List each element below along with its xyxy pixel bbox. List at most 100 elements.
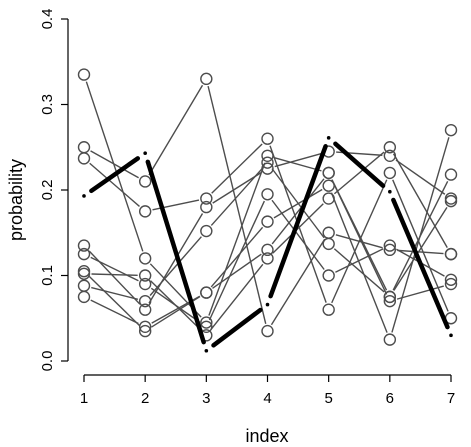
x-tick-label: 6 [386, 390, 394, 407]
series-segment [331, 179, 388, 304]
x-tick-label: 4 [263, 390, 271, 407]
data-point [261, 188, 274, 201]
series-segment [208, 200, 265, 321]
highlight-layer [82, 136, 453, 353]
data-point [444, 192, 458, 205]
data-point [200, 200, 213, 214]
data-point [383, 239, 397, 252]
series-segment [210, 226, 264, 288]
series-segment [207, 85, 267, 324]
highlight-series [82, 136, 453, 353]
series-1 [77, 68, 458, 329]
x-axis-title: index [245, 426, 288, 446]
series-segment [397, 249, 444, 255]
series-segment [91, 273, 138, 276]
series-segment [393, 207, 448, 291]
series-segment [210, 167, 264, 226]
highlight-point [388, 189, 392, 194]
series-segment [148, 84, 204, 176]
series-segment [150, 280, 202, 331]
y-axis-title: probability [6, 159, 26, 241]
highlight-point [449, 333, 453, 338]
x-tick-label: 2 [141, 390, 149, 407]
series-2 [77, 72, 458, 338]
data-point [383, 243, 397, 257]
series-segment [88, 250, 141, 305]
data-point [444, 247, 458, 261]
data-point [200, 192, 213, 205]
x-tick-label: 3 [202, 390, 210, 407]
data-point [200, 316, 213, 329]
series-segment [90, 150, 139, 179]
data-point [138, 205, 152, 218]
data-point [322, 166, 335, 180]
plot-area [77, 68, 458, 353]
highlight-segment [211, 307, 263, 348]
data-point [444, 277, 458, 291]
highlight-point [265, 302, 270, 307]
series-segment [335, 248, 384, 273]
x-tick-label: 7 [447, 390, 455, 407]
data-point [138, 320, 152, 333]
series-segment [274, 157, 322, 172]
series-segment [210, 263, 264, 330]
series-segment [212, 253, 262, 289]
highlight-segment [391, 197, 450, 330]
data-point [444, 194, 458, 208]
series-segment [90, 299, 139, 325]
data-point [138, 175, 152, 188]
highlight-point [143, 151, 147, 156]
data-point [138, 277, 152, 291]
data-point [138, 303, 152, 316]
x-tick-label: 5 [324, 390, 332, 407]
data-point [77, 265, 91, 278]
y-tick-label: 0.2 [39, 180, 56, 201]
series-segment [270, 238, 326, 326]
data-point [77, 141, 91, 154]
x-tick-label: 1 [80, 390, 88, 407]
series-segment [149, 236, 202, 296]
series-segment [88, 275, 141, 327]
data-point [261, 132, 274, 145]
series-segment [274, 152, 322, 168]
data-point [322, 192, 335, 205]
data-point [261, 215, 274, 228]
series-segment [271, 199, 325, 270]
series-segment [392, 179, 449, 312]
series-segment [271, 178, 325, 245]
series-segment [395, 159, 446, 195]
highlight-segment [145, 159, 206, 345]
series-segment [211, 143, 263, 194]
data-point [200, 286, 213, 299]
highlight-point [326, 136, 331, 140]
data-point [77, 247, 91, 261]
data-point [383, 290, 397, 304]
series-segment [212, 172, 262, 204]
data-point [138, 269, 152, 282]
data-point [261, 252, 274, 265]
data-point [200, 72, 213, 86]
data-point [77, 290, 91, 304]
highlight-point [204, 348, 209, 353]
highlight-segment [333, 141, 386, 189]
series-segment [331, 179, 388, 291]
data-point [444, 168, 458, 181]
series-segment [208, 162, 266, 316]
series-segment [91, 286, 139, 300]
data-point [77, 68, 91, 81]
data-point [444, 273, 458, 286]
data-point [261, 156, 274, 169]
data-point [322, 303, 335, 316]
series-segment [90, 256, 139, 282]
y-tick-label: 0.4 [39, 9, 56, 30]
series-segment [85, 81, 144, 252]
data-point [261, 324, 274, 338]
series-segment [272, 203, 324, 254]
data-point [322, 226, 335, 239]
data-point [77, 239, 91, 252]
highlight-segment [268, 144, 328, 299]
series-segment [392, 181, 449, 291]
data-point [138, 252, 152, 265]
data-point [383, 166, 397, 180]
data-point [322, 179, 335, 192]
